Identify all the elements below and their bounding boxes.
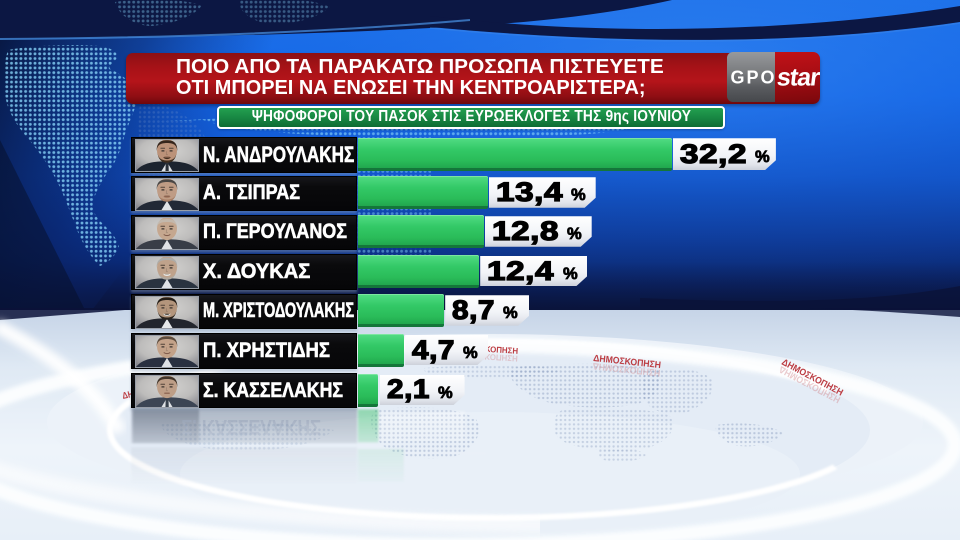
svg-text:GPO: GPO	[730, 68, 776, 88]
svg-text:Σ. ΚΑΣΣΕΛΑΚΗΣ: Σ. ΚΑΣΣΕΛΑΚΗΣ	[181, 415, 321, 439]
svg-text:star: star	[776, 64, 820, 92]
